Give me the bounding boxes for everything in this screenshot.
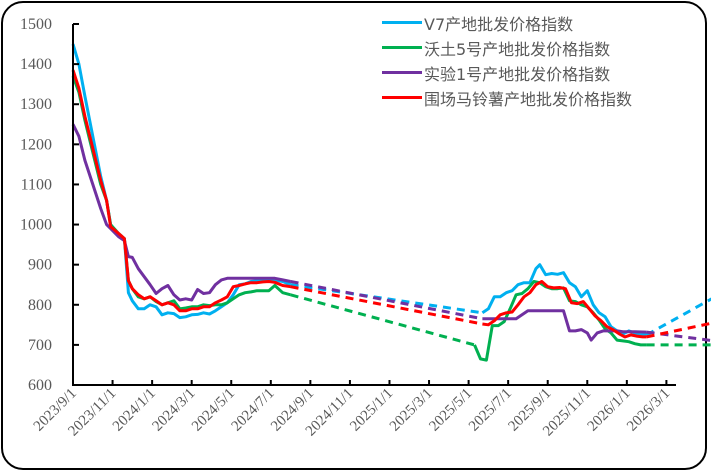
y-tick-label: 700 <box>28 337 52 354</box>
legend-item-v7: V7产地批发价格指数 <box>382 10 632 35</box>
legend-label: 围场马铃薯产地批发价格指数 <box>424 89 633 109</box>
x-tick-label: 2025/7/1 <box>466 386 515 435</box>
series-line <box>71 43 292 320</box>
series-line <box>481 263 647 337</box>
series-layer <box>71 43 711 362</box>
legend-label: V7产地批发价格指数 <box>424 14 574 34</box>
legend-item-wotu5: 沃土5号产地批发价格指数 <box>382 35 632 60</box>
legend-item-weichang: 围场马铃薯产地批发价格指数 <box>382 85 632 110</box>
series-gap-dashed <box>290 280 483 321</box>
x-ticks: 2023/9/12023/11/12024/1/12024/3/12024/5/… <box>31 380 673 439</box>
x-tick-label: 2024/5/1 <box>189 386 238 435</box>
axes <box>72 24 676 386</box>
series-gap-dashed <box>290 293 475 347</box>
y-tick-label: 1400 <box>20 56 52 73</box>
series-line <box>482 280 647 339</box>
x-tick-label: 2025/5/1 <box>426 386 475 435</box>
legend-swatch-wotu5 <box>382 46 422 49</box>
y-tick-label: 1100 <box>21 176 52 193</box>
x-tick-label: 2026/1/1 <box>585 386 634 435</box>
y-tick-label: 1000 <box>20 217 52 234</box>
series-gap-dashed <box>290 283 483 315</box>
legend-label: 沃土5号产地批发价格指数 <box>424 39 611 59</box>
legend-swatch-shiyan1 <box>382 71 422 74</box>
legend-swatch-weichang <box>382 96 422 99</box>
y-tick-label: 600 <box>28 377 52 394</box>
x-tick-label: 2026/3/1 <box>624 386 673 435</box>
x-tick-label: 2024/1/1 <box>110 386 159 435</box>
series-line <box>473 280 647 362</box>
series-line <box>71 123 291 302</box>
legend: V7产地批发价格指数 沃土5号产地批发价格指数 实验1号产地批发价格指数 围场马… <box>382 10 632 110</box>
series-line <box>71 69 291 313</box>
x-tick-label: 2025/1/1 <box>347 386 396 435</box>
y-tick-label: 900 <box>28 257 52 274</box>
y-tick-label: 1300 <box>20 96 52 113</box>
series-gap-dashed <box>290 285 483 326</box>
legend-item-shiyan1: 实验1号产地批发价格指数 <box>382 60 632 85</box>
x-tick-label: 2024/7/1 <box>229 386 278 435</box>
y-tick-label: 800 <box>28 297 52 314</box>
y-tick-label: 1500 <box>20 16 52 33</box>
x-tick-label: 2024/3/1 <box>149 386 198 435</box>
series-gap-dashed <box>646 321 711 339</box>
series-gap-dashed <box>645 297 711 337</box>
legend-swatch-v7 <box>382 21 422 24</box>
y-tick-label: 1200 <box>20 136 52 153</box>
x-tick-label: 2025/3/1 <box>387 386 436 435</box>
legend-label: 实验1号产地批发价格指数 <box>424 64 611 84</box>
y-ticks: 600 700 800 900 1000 1100 1200 1300 1400 1500 <box>20 16 79 394</box>
